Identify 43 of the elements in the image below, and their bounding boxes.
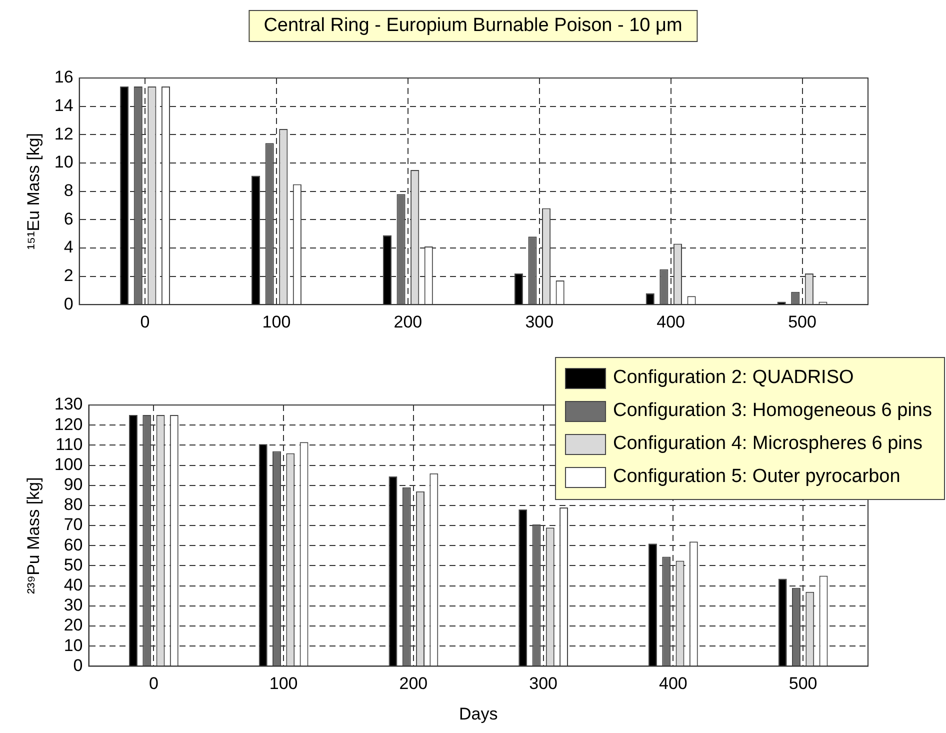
y-tick-label: 80 xyxy=(64,495,83,514)
y-tick-label: 100 xyxy=(54,454,83,474)
y-tick-label: 14 xyxy=(54,96,74,116)
y-tick-label: 40 xyxy=(64,576,83,595)
y-tick-label: 70 xyxy=(64,515,83,534)
y-tick-label: 60 xyxy=(64,535,83,554)
y-tick-label: 30 xyxy=(64,596,83,615)
y-tick-label: 130 xyxy=(54,394,83,414)
legend-label: Configuration 2: QUADRISO xyxy=(613,367,854,388)
y-tick-label: 110 xyxy=(56,434,83,454)
y-tick-label: 2 xyxy=(64,266,74,285)
y-tick-label: 50 xyxy=(64,555,83,574)
legend-label: Configuration 4: Microspheres 6 pins xyxy=(613,433,922,454)
y-tick-label: 12 xyxy=(54,124,74,144)
y-tick-label: 0 xyxy=(64,294,74,314)
y-tick-label: 8 xyxy=(64,180,74,200)
x-tick-label: 100 xyxy=(262,312,291,332)
y-tick-label: 20 xyxy=(64,616,83,635)
y-axis-title: ¹⁵¹Eu Mass [kg] xyxy=(24,132,43,250)
y-tick-label: 16 xyxy=(54,68,74,87)
y-tick-label: 6 xyxy=(64,209,74,228)
y-tick-label: 0 xyxy=(73,656,83,675)
y-axis-title: ²³⁹Pu Mass [kg] xyxy=(24,477,43,594)
x-tick-label: 400 xyxy=(656,312,686,332)
x-tick-label: 300 xyxy=(525,312,554,332)
x-tick-label: 300 xyxy=(529,674,558,694)
x-tick-label: 500 xyxy=(788,674,818,694)
y-tick-label: 120 xyxy=(54,414,83,434)
y-tick-label: 10 xyxy=(64,636,83,655)
x-tick-label: 200 xyxy=(394,312,422,332)
legend-label: Configuration 5: Outer pyrocarbon xyxy=(613,466,900,488)
y-tick-label: 4 xyxy=(64,238,74,257)
x-tick-label: 0 xyxy=(148,674,158,694)
x-tick-label: 100 xyxy=(269,674,298,694)
y-tick-label: 90 xyxy=(64,475,83,494)
y-tick-label: 10 xyxy=(54,152,74,172)
chart-title: Central Ring - Europium Burnable Poison - 10 μm xyxy=(248,10,698,42)
legend-label: Configuration 3: Homogeneous 6 pins xyxy=(613,400,932,422)
x-tick-label: 0 xyxy=(140,312,150,332)
x-axis-title: Days xyxy=(459,704,498,724)
x-tick-label: 500 xyxy=(788,312,816,332)
x-tick-label: 400 xyxy=(659,674,688,694)
x-tick-label: 200 xyxy=(399,674,428,694)
